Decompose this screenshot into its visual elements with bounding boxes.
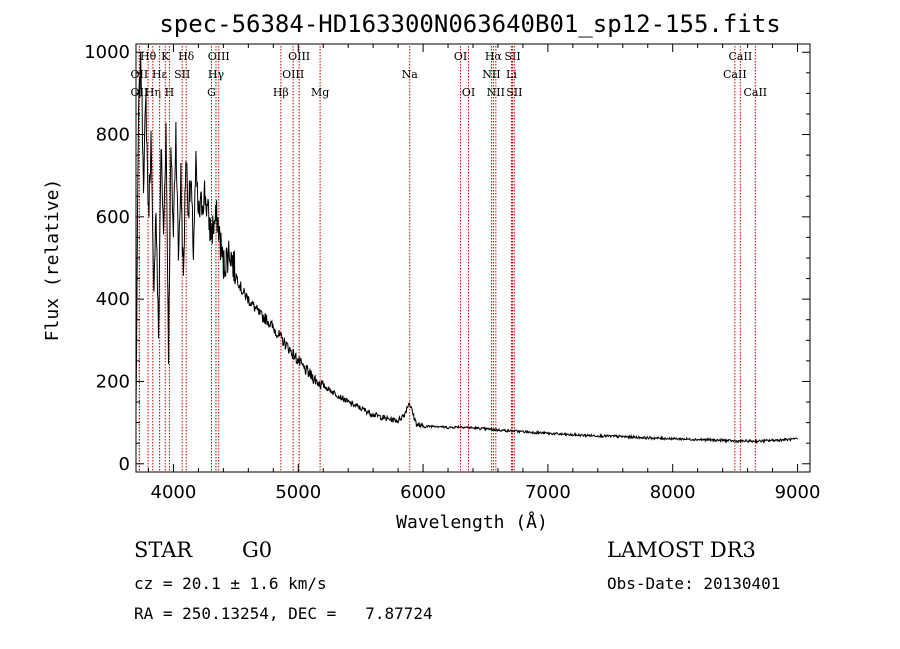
axis-ticks: 4000 5000 6000 7000 8000 9000 0 200 400 600 800 100…: [84, 42, 820, 503]
spectrum-line: [135, 52, 798, 445]
line-label-26: CaII: [723, 68, 747, 81]
line-label-19: Hα: [485, 50, 503, 63]
line-label-17: OI: [454, 50, 467, 63]
survey-name: LAMOST DR3: [607, 538, 756, 562]
y-tick-label-3: 600: [96, 207, 130, 228]
x-tick-label-5: 9000: [775, 482, 821, 503]
line-label-25: CaII: [729, 50, 753, 63]
x-tick-label-1: 5000: [275, 482, 321, 503]
line-label-3: OII: [131, 68, 149, 81]
line-label-6: H: [165, 86, 175, 99]
line-label-18: OI: [462, 86, 475, 99]
y-tick-label-4: 800: [96, 125, 130, 146]
y-tick-label-1: 200: [96, 371, 130, 392]
line-label-8: Hδ: [178, 50, 195, 63]
line-label-11: G: [207, 86, 216, 99]
x-tick-label-2: 6000: [400, 482, 446, 503]
line-label-7: SII: [174, 68, 190, 81]
line-label-16: Na: [402, 68, 419, 81]
ra-dec: RA = 250.13254, DEC = 7.87724: [134, 604, 433, 623]
y-axis-label: Flux (relative): [42, 179, 63, 342]
line-label-13: OIII: [288, 50, 310, 63]
line-label-22: SII: [504, 50, 520, 63]
x-axis-label: Wavelength (Å): [396, 511, 548, 533]
line-label-21: NII: [487, 86, 505, 99]
line-label-5: Hε: [152, 68, 168, 81]
object-class: STAR: [134, 538, 193, 562]
line-label-15: Mg: [311, 86, 329, 99]
line-label-24: SII: [506, 86, 522, 99]
line-label-14: OIII: [282, 68, 304, 81]
line-label-12: Hβ: [273, 86, 289, 99]
y-tick-label-2: 400: [96, 289, 130, 310]
line-label-10: Hγ: [208, 68, 225, 81]
obs-date: Obs-Date: 20130401: [607, 574, 781, 593]
line-label-20: NII: [482, 68, 500, 81]
redshift-text: cz = 20.1 ± 1.6 km/s: [134, 574, 327, 593]
y-tick-label-5: 1000: [84, 42, 130, 63]
line-label-4: K: [161, 50, 170, 63]
line-label-23: Li: [506, 68, 517, 81]
subclass: G0: [242, 538, 273, 562]
chart-title: spec-56384-HD163300N063640B01_sp12-155.f…: [159, 10, 780, 38]
x-tick-label-3: 7000: [525, 482, 571, 503]
plot-frame: [135, 43, 811, 473]
spectrum-series: [135, 52, 798, 445]
y-tick-label-0: 0: [119, 454, 130, 475]
line-label-9: OIII: [208, 50, 230, 63]
x-tick-label-0: 4000: [151, 482, 197, 503]
line-label-27: CaII: [743, 86, 767, 99]
x-tick-label-4: 8000: [650, 482, 696, 503]
line-label-2: Hη: [145, 86, 161, 99]
